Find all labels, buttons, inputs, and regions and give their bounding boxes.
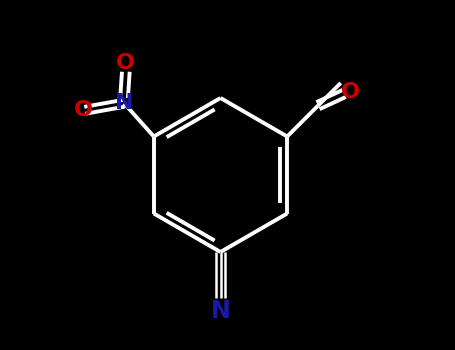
- Text: N: N: [115, 93, 133, 113]
- Text: O: O: [116, 52, 135, 73]
- Text: O: O: [74, 99, 93, 120]
- Text: O: O: [341, 82, 360, 103]
- Text: N: N: [211, 299, 230, 323]
